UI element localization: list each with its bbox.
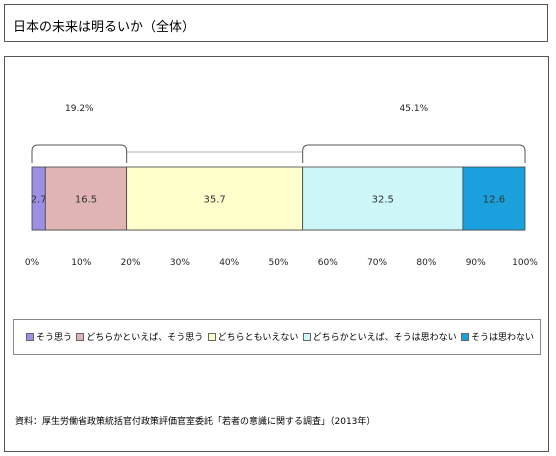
x-tick-label: 70%: [367, 258, 387, 268]
chart-panel: そう思う どちらかといえば、そう思う どちらともいえない どちらかといえば、そうは思わ…: [4, 56, 549, 452]
x-tick-label: 30%: [170, 258, 190, 268]
legend-item-4: どちらかといえば、そうは思わない: [302, 330, 457, 343]
x-tick-label: 80%: [416, 258, 436, 268]
annotation-bracket-1: [31, 144, 128, 163]
legend-swatch: [26, 332, 34, 341]
annotation-label-1: 19.2%: [65, 104, 94, 114]
x-tick-label: 50%: [268, 258, 288, 268]
x-tick-label: 90%: [466, 258, 486, 268]
bar-segment-3: [126, 166, 304, 231]
legend-label: そうは思わない: [470, 333, 534, 343]
legend-row: そう思う どちらかといえば、そう思う どちらともいえない どちらかといえば、そうは思わ…: [26, 330, 534, 343]
data-label-2: 16.5: [75, 195, 97, 206]
x-tick-label: 60%: [318, 258, 338, 268]
legend-swatch: [460, 332, 469, 341]
data-label-4: 32.5: [372, 195, 394, 206]
legend-item-3: どちらともいえない: [207, 330, 299, 343]
x-tick-label: 0%: [25, 258, 40, 268]
legend-label: どちらともいえない: [217, 333, 299, 343]
bar-segment-5: [462, 166, 526, 231]
bar-segment-4: [302, 166, 464, 231]
x-tick-label: 10%: [71, 258, 91, 268]
annotation-bracket-2: [302, 144, 526, 163]
legend-item-2: どちらかといえば、そう思う: [76, 330, 203, 343]
legend-swatch: [76, 332, 85, 341]
legend-item-1: そう思う: [26, 330, 72, 343]
x-tick-label: 100%: [512, 258, 538, 268]
data-label-1: 2.7: [31, 195, 47, 206]
bar-segment-2: [44, 166, 128, 231]
legend: そう思う どちらかといえば、そう思う どちらともいえない どちらかといえば、そうは思わ…: [13, 319, 541, 355]
data-label-5: 12.6: [483, 195, 505, 206]
data-label-3: 35.7: [204, 195, 226, 206]
x-tick-label: 40%: [219, 258, 239, 268]
x-tick-label: 20%: [121, 258, 141, 268]
chart-title: 日本の未来は明るいか（全体）: [13, 20, 196, 35]
source-note: 資料：厚生労働省政策統括官付政策評価官室委託「若者の意識に関する調査」（2013…: [15, 417, 376, 427]
legend-label: そう思う: [36, 333, 73, 343]
legend-label: どちらかといえば、そうは思わない: [312, 333, 457, 343]
legend-swatch: [207, 332, 216, 341]
legend-label: どちらかといえば、そう思う: [86, 333, 204, 343]
annotation-label-2: 45.1%: [400, 104, 429, 114]
title-box: 日本の未来は明るいか（全体）: [4, 4, 548, 42]
legend-item-5: そうは思わない: [460, 330, 534, 343]
legend-swatch: [302, 332, 311, 341]
